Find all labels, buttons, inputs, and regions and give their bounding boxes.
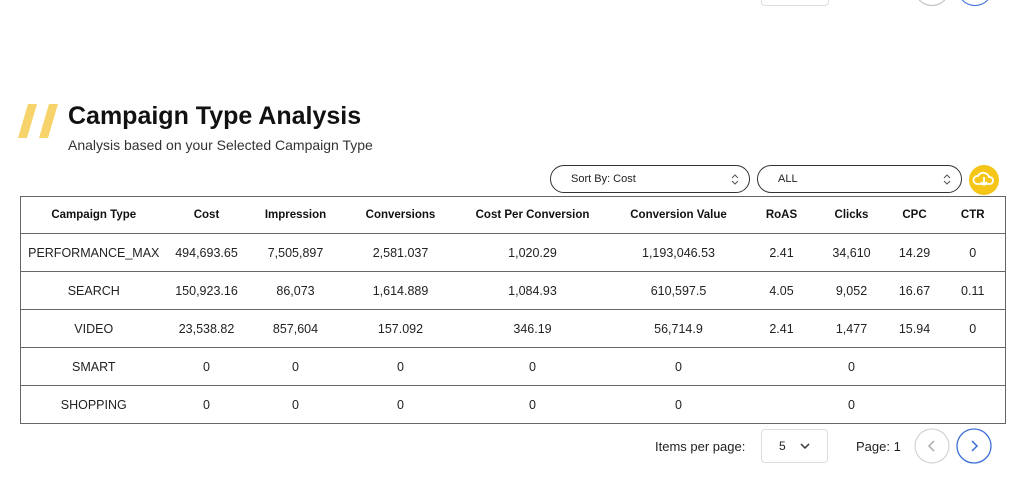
campaign-table: Campaign Type Cost Impression Conversions Co… [20, 196, 1006, 424]
top-select-partial [761, 0, 829, 6]
table-cell: 14.29 [888, 233, 941, 272]
table-cell: 857,604 [246, 309, 345, 348]
top-next-partial [957, 0, 993, 6]
table-cell: SEARCH [20, 271, 167, 310]
table-cell: 34,610 [814, 233, 889, 272]
select-arrows [731, 174, 739, 185]
items-per-page-label: Items per page: [655, 439, 746, 454]
table-cell: 0 [246, 347, 345, 386]
table-cell: 2,581.037 [344, 233, 457, 272]
column-header: Clicks [814, 196, 889, 234]
table-cell: 0 [166, 385, 247, 424]
table-cell: 0 [940, 309, 1006, 348]
table-cell: 56,714.9 [608, 309, 749, 348]
table-cell: SMART [20, 347, 167, 386]
title-decoration [18, 104, 58, 138]
column-header: RoAS [748, 196, 815, 234]
table-cell: 1,477 [814, 309, 889, 348]
table-cell: SHOPPING [20, 385, 167, 424]
page-label: Page: 1 [856, 439, 901, 454]
table-row: VIDEO 23,538.82 857,604 157.092 346.19 56,714… [20, 309, 1006, 348]
table-cell: 4.05 [748, 271, 815, 310]
table-cell: 0 [344, 347, 457, 386]
next-page-button[interactable] [956, 428, 992, 464]
table-cell: 1,020.29 [456, 233, 609, 272]
table-cell: 150,923.16 [166, 271, 247, 310]
column-header: CPC [888, 196, 941, 234]
table-cell: 346.19 [456, 309, 609, 348]
title: Campaign Type Analysis [68, 102, 362, 130]
column-header: Cost [166, 196, 247, 234]
items-per-page-select[interactable]: 5 [761, 429, 828, 463]
table-row: SEARCH 150,923.16 86,073 1,614.889 1,084.93 6… [20, 271, 1006, 310]
table-cell: 16.67 [888, 271, 941, 310]
table-cell: PERFORMANCE_MAX [20, 233, 167, 272]
table-cell: 86,073 [246, 271, 345, 310]
table-cell: 23,538.82 [166, 309, 247, 348]
column-header: Campaign Type [20, 196, 167, 234]
table-cell: 0 [344, 385, 457, 424]
items-per-page-value: 5 [779, 439, 786, 453]
table-cell: 0 [456, 385, 609, 424]
table-row: SMART 0 0 0 0 0 0 [20, 347, 1006, 386]
table-cell [940, 347, 1006, 386]
table-cell: 2.41 [748, 309, 815, 348]
table-cell: 0 [608, 347, 749, 386]
table-cell: 0.11 [940, 271, 1006, 310]
table-cell [888, 385, 941, 424]
type-select[interactable]: ALL [757, 165, 962, 193]
prev-page-button[interactable] [914, 428, 950, 464]
column-header: Conversion Value [608, 196, 749, 234]
table-cell: VIDEO [20, 309, 167, 348]
table-cell: 1,193,046.53 [608, 233, 749, 272]
table-cell: 0 [166, 347, 247, 386]
table-cell: 15.94 [888, 309, 941, 348]
table-cell: 9,052 [814, 271, 889, 310]
table-cell: 0 [456, 347, 609, 386]
column-header: Cost Per Conversion [456, 196, 609, 234]
table-cell [748, 347, 815, 386]
table-cell [888, 347, 941, 386]
type-select-text: ALL [778, 173, 798, 185]
column-header: Conversions [344, 196, 457, 234]
table-cell [940, 385, 1006, 424]
select-arrows [943, 174, 951, 185]
table-cell: 2.41 [748, 233, 815, 272]
top-prev-partial [914, 0, 950, 6]
table-cell: 157.092 [344, 309, 457, 348]
table-cell: 1,084.93 [456, 271, 609, 310]
sort-select-text: Sort By: Cost [571, 173, 636, 185]
column-header: CTR [940, 196, 1006, 234]
table-cell: 1,614.889 [344, 271, 457, 310]
table-cell [748, 385, 815, 424]
table-cell: 0 [814, 385, 889, 424]
table-cell: 0 [608, 385, 749, 424]
table-cell: 494,693.65 [166, 233, 247, 272]
table-cell: 0 [246, 385, 345, 424]
column-header: Impression [246, 196, 345, 234]
table-row: SHOPPING 0 0 0 0 0 0 [20, 385, 1006, 424]
table-row: PERFORMANCE_MAX 494,693.65 7,505,897 2,581.… [20, 233, 1006, 272]
table-cell: 0 [940, 233, 1006, 272]
subtitle: Analysis based on your Selected Campaign… [68, 137, 373, 153]
download-button[interactable] [968, 165, 1000, 197]
chevron-down [800, 443, 810, 450]
table-cell: 0 [814, 347, 889, 386]
table-cell: 7,505,897 [246, 233, 345, 272]
table-cell: 610,597.5 [608, 271, 749, 310]
sort-select[interactable]: Sort By: Cost [550, 165, 750, 193]
